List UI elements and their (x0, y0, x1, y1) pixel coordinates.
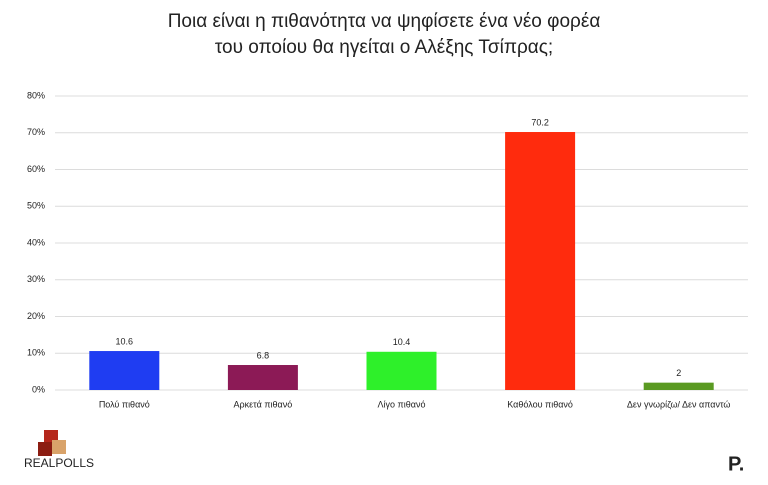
bar (643, 382, 714, 390)
y-tick-label: 60% (27, 164, 45, 174)
y-tick-label: 10% (27, 348, 45, 358)
y-tick-label: 70% (27, 127, 45, 137)
y-tick-label: 40% (27, 237, 45, 247)
x-tick-label: Δεν γνωρίζω/ Δεν απαντώ (627, 399, 731, 409)
y-tick-label: 80% (27, 90, 45, 100)
y-tick-label: 0% (32, 384, 45, 394)
value-label: 10.4 (393, 337, 411, 347)
bar (89, 351, 160, 390)
bar (366, 351, 437, 390)
y-tick-label: 30% (27, 274, 45, 284)
x-tick-label: Αρκετά πιθανό (234, 399, 293, 409)
y-tick-label: 20% (27, 311, 45, 321)
logo-block (38, 442, 52, 456)
realpolls-logo (38, 430, 66, 456)
y-tick-label: 50% (27, 201, 45, 211)
chart-title: Ποια είναι η πιθανότητα να ψηφίσετε ένα … (168, 11, 601, 32)
bar (227, 365, 298, 390)
publisher-logo: P. (728, 453, 744, 475)
chart-title: του οποίου θα ηγείται ο Αλέξης Τσίπρας; (215, 37, 553, 58)
logo-block (52, 440, 66, 454)
x-tick-label: Λίγο πιθανό (378, 399, 426, 409)
x-tick-label: Πολύ πιθανό (99, 399, 150, 409)
value-label: 70.2 (531, 117, 549, 127)
value-label: 6.8 (257, 350, 270, 360)
source-logo-text: REALPOLLS (24, 456, 94, 470)
bar (505, 132, 576, 390)
value-label: 2 (676, 368, 681, 378)
x-tick-label: Καθόλου πιθανό (507, 399, 573, 409)
value-label: 10.6 (116, 336, 134, 346)
